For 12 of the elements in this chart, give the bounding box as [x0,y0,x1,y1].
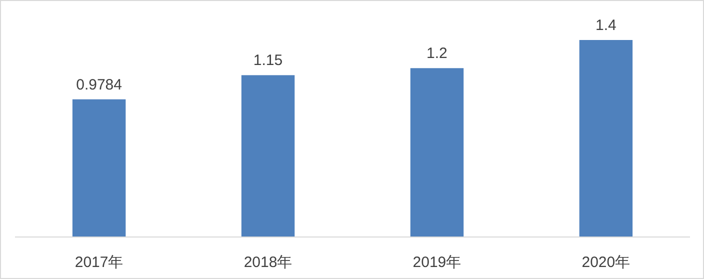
bar [410,68,464,237]
data-label: 1.15 [253,52,283,70]
x-tick-label: 2017年 [74,254,124,271]
x-tick-label: 2019年 [412,254,462,271]
x-tick-label: 2020年 [582,254,630,271]
data-label: 1.2 [426,45,448,62]
data-label: 1.4 [596,17,616,34]
bar [72,99,126,237]
data-label: 0.9784 [76,76,122,94]
bar [241,75,295,237]
x-tick-label: 2018年 [244,254,292,271]
bar [579,40,633,237]
